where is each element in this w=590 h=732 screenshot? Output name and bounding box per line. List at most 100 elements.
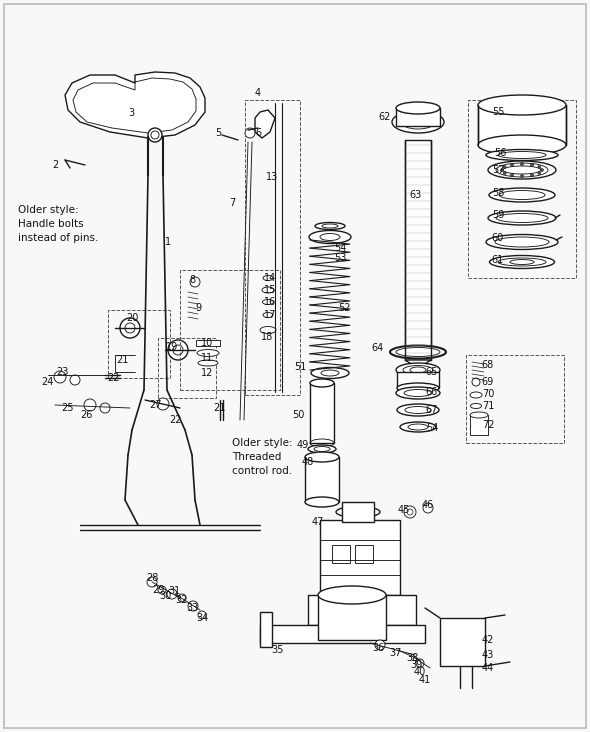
Text: 66: 66: [426, 387, 438, 397]
Ellipse shape: [496, 214, 548, 223]
Text: 17: 17: [264, 310, 276, 320]
Circle shape: [148, 128, 162, 142]
Ellipse shape: [336, 507, 380, 518]
Ellipse shape: [495, 237, 549, 247]
Circle shape: [530, 173, 533, 176]
Circle shape: [407, 509, 413, 515]
Ellipse shape: [408, 424, 428, 430]
Circle shape: [423, 503, 433, 513]
Text: 68: 68: [482, 360, 494, 370]
Text: 7: 7: [229, 198, 235, 208]
Circle shape: [120, 318, 140, 338]
Text: 44: 44: [482, 663, 494, 673]
Text: 6: 6: [255, 128, 261, 138]
Ellipse shape: [396, 348, 440, 356]
Bar: [466, 355, 564, 443]
Ellipse shape: [405, 406, 431, 414]
Text: 46: 46: [422, 500, 434, 510]
Bar: [180, 270, 280, 390]
Ellipse shape: [308, 445, 336, 453]
Text: 3: 3: [128, 108, 134, 118]
Bar: [405, 140, 431, 360]
Text: 28: 28: [146, 573, 158, 583]
Bar: [196, 340, 220, 346]
Ellipse shape: [321, 370, 339, 376]
Text: 13: 13: [266, 172, 278, 182]
Text: 30: 30: [159, 591, 171, 601]
Text: 41: 41: [419, 675, 431, 685]
Circle shape: [54, 371, 66, 383]
Ellipse shape: [490, 255, 555, 269]
Text: 29: 29: [152, 585, 164, 595]
Text: 27: 27: [149, 400, 161, 410]
Ellipse shape: [489, 188, 555, 202]
Text: 39: 39: [410, 660, 422, 670]
Text: 58: 58: [492, 188, 504, 198]
Ellipse shape: [305, 497, 339, 507]
Ellipse shape: [397, 404, 439, 416]
Ellipse shape: [311, 367, 349, 378]
Bar: [158, 338, 216, 398]
Circle shape: [520, 174, 523, 177]
Text: 37: 37: [389, 648, 401, 658]
Circle shape: [178, 594, 186, 602]
Text: 36: 36: [372, 643, 384, 653]
Bar: [396, 108, 440, 126]
Circle shape: [190, 277, 200, 287]
Ellipse shape: [401, 115, 435, 129]
Text: 55: 55: [491, 107, 504, 117]
Bar: [470, 415, 488, 435]
Ellipse shape: [486, 234, 558, 250]
Text: 4: 4: [255, 88, 261, 98]
Text: 67: 67: [426, 405, 438, 415]
Text: 53: 53: [334, 253, 346, 263]
Text: 34: 34: [196, 613, 208, 623]
Text: 21: 21: [116, 355, 128, 365]
Bar: [318, 595, 386, 640]
Text: 11: 11: [201, 353, 213, 363]
Text: 1: 1: [165, 237, 171, 247]
Circle shape: [168, 340, 188, 360]
Text: 72: 72: [482, 420, 494, 430]
Bar: [478, 105, 566, 145]
Text: 65: 65: [426, 367, 438, 377]
Bar: [355, 545, 373, 563]
Ellipse shape: [470, 412, 488, 418]
Text: 19: 19: [166, 342, 178, 352]
Ellipse shape: [404, 389, 432, 397]
Text: 10: 10: [201, 338, 213, 348]
Ellipse shape: [397, 383, 439, 393]
Bar: [260, 625, 425, 643]
Circle shape: [151, 131, 159, 139]
Circle shape: [472, 378, 480, 386]
Text: 25: 25: [62, 403, 74, 413]
Text: 54: 54: [334, 243, 346, 253]
Circle shape: [70, 375, 80, 385]
Ellipse shape: [260, 326, 276, 334]
Ellipse shape: [470, 392, 482, 398]
Text: 26: 26: [80, 410, 92, 420]
Ellipse shape: [322, 224, 338, 228]
Circle shape: [157, 398, 169, 410]
Circle shape: [510, 163, 513, 166]
Ellipse shape: [498, 258, 546, 266]
Ellipse shape: [400, 422, 436, 432]
Circle shape: [538, 165, 541, 168]
Ellipse shape: [197, 349, 219, 356]
Text: 42: 42: [482, 635, 494, 645]
Text: 60: 60: [492, 233, 504, 243]
Circle shape: [158, 586, 166, 594]
Text: 5: 5: [215, 128, 221, 138]
Text: 63: 63: [409, 190, 421, 200]
Circle shape: [188, 601, 198, 611]
Circle shape: [100, 403, 110, 413]
Text: 15: 15: [264, 285, 276, 295]
Text: 51: 51: [294, 362, 306, 372]
Text: 12: 12: [201, 368, 213, 378]
Text: 9: 9: [195, 303, 201, 313]
Circle shape: [245, 128, 255, 138]
Text: 22: 22: [170, 415, 182, 425]
Ellipse shape: [470, 403, 481, 408]
Bar: [342, 502, 374, 522]
Ellipse shape: [503, 166, 541, 174]
